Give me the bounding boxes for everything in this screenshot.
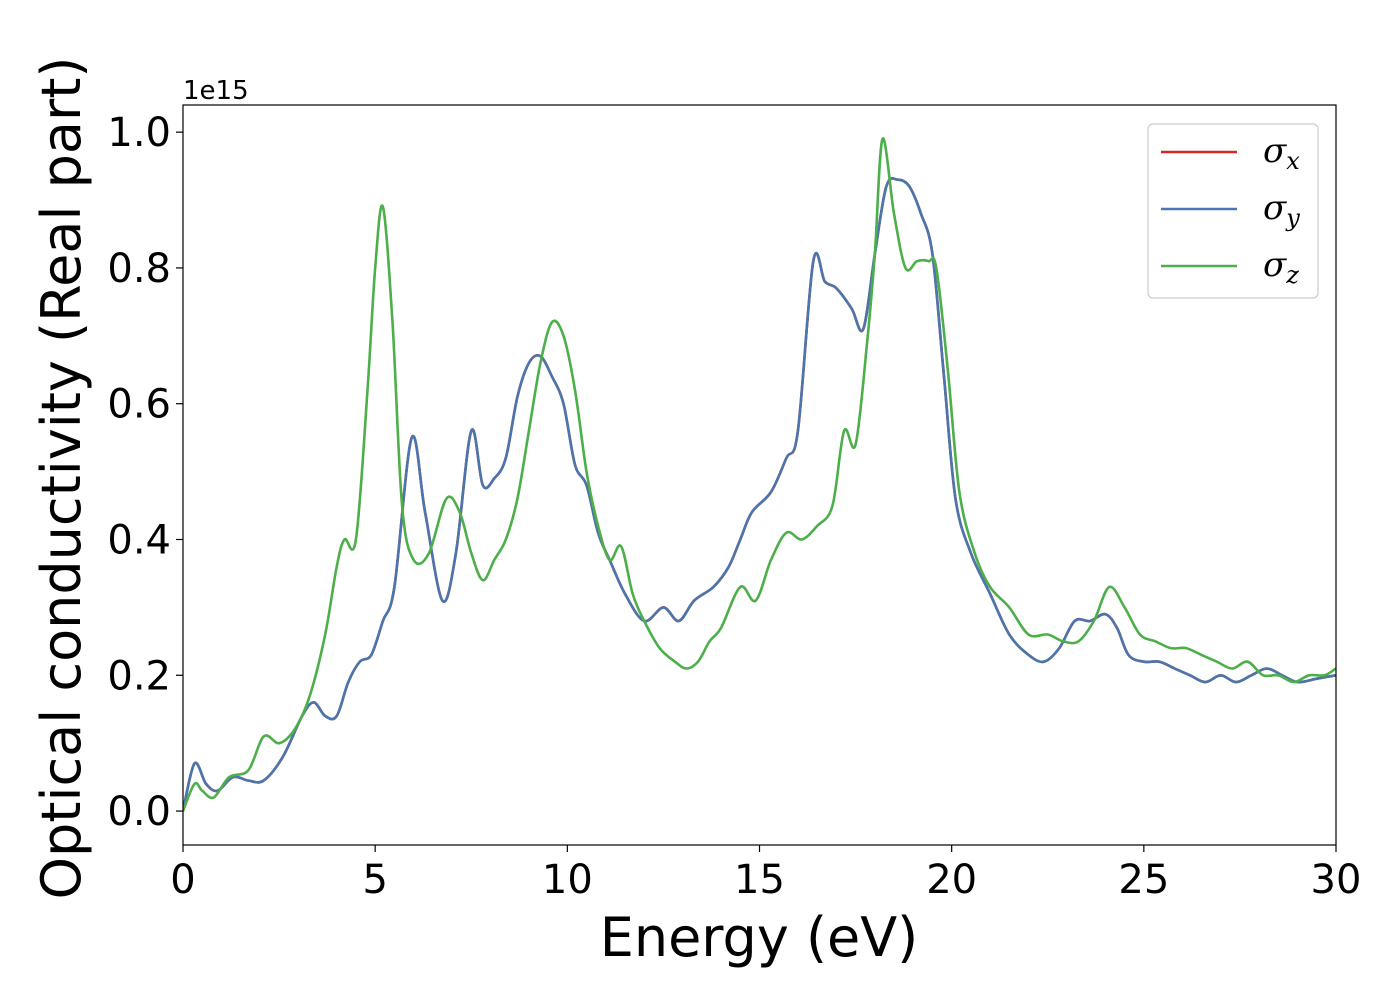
legend-label-y: σy	[1263, 188, 1300, 232]
x-tick-label: 25	[1118, 857, 1169, 903]
y-tick-label: 1.0	[107, 110, 171, 156]
y-tick-label: 0.2	[107, 653, 171, 699]
series-line-y	[183, 177, 1336, 812]
y-tick-label: 0.0	[107, 789, 171, 835]
legend-symbol: σ	[1263, 245, 1287, 285]
x-tick-label: 10	[542, 857, 593, 903]
ticks-layer: 0 5 10 15 20 25 30 0.0 0.2 0.4 0.6 0.8 1.0	[107, 110, 1361, 903]
legend-subscript: z	[1285, 261, 1299, 289]
x-tick-label: 5	[362, 857, 387, 903]
x-axis-title: Energy (eV)	[600, 906, 919, 969]
legend-symbol: σ	[1263, 131, 1287, 171]
legend-label-x: σx	[1263, 131, 1300, 175]
legend-box	[1147, 123, 1319, 299]
x-tick-label: 0	[170, 857, 195, 903]
y-tick-label: 0.6	[107, 382, 171, 428]
y-tick-label: 0.8	[107, 246, 171, 292]
series-layer	[183, 137, 1336, 812]
legend-label-z: σz	[1263, 245, 1299, 289]
x-tick-label: 20	[926, 857, 977, 903]
y-tick-label: 0.4	[107, 517, 171, 563]
y-axis-title: Optical conductivity (Real part)	[30, 57, 93, 900]
legend-subscript: x	[1286, 147, 1300, 175]
x-tick-label: 30	[1311, 857, 1362, 903]
x-tick-label: 15	[734, 857, 785, 903]
y-offset-label: 1e15	[183, 76, 249, 106]
legend-symbol: σ	[1263, 188, 1287, 228]
series-line-z	[183, 137, 1336, 812]
legend-subscript: y	[1285, 204, 1300, 232]
